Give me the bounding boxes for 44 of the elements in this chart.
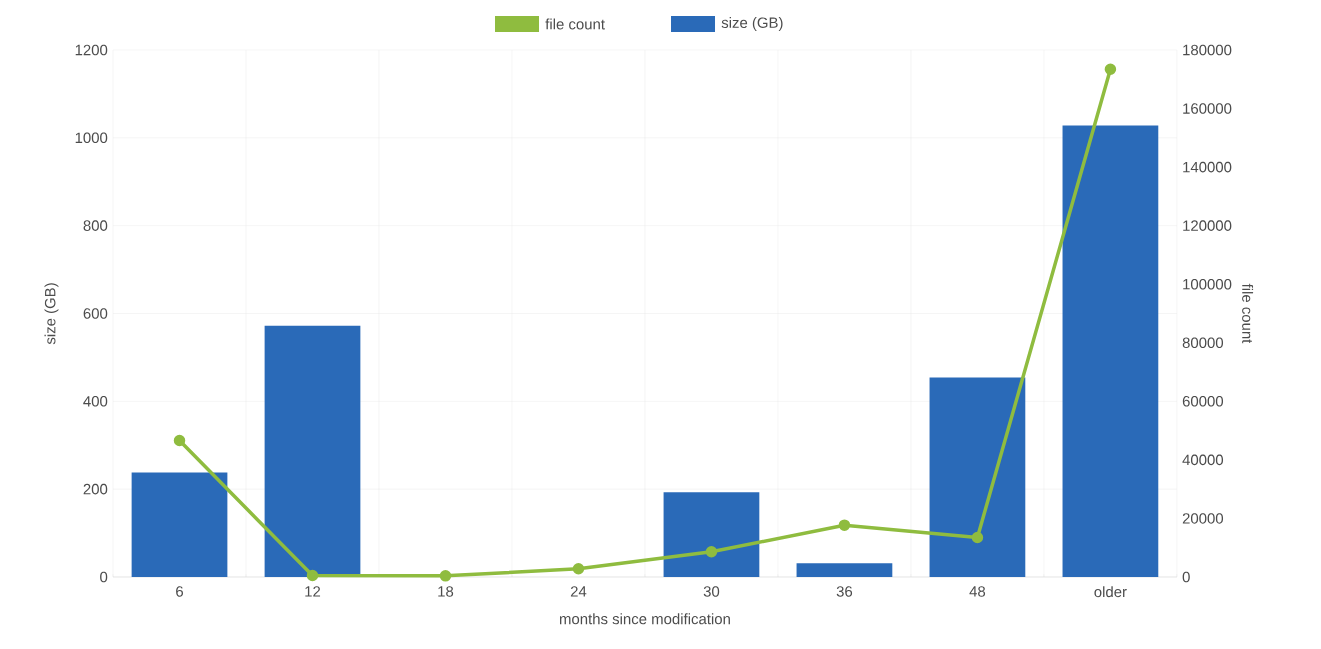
bar [663,492,760,577]
x-tick-label: 48 [969,586,986,597]
legend-label: size (GB) [721,17,783,31]
y2-tick-label: 120000 [1183,220,1232,231]
point [572,563,585,575]
y-tick-label: 600 [83,308,108,319]
y2-tick-label: 140000 [1183,161,1232,173]
bar [1062,125,1159,577]
y-tick-label: 1000 [75,132,108,144]
y-tick-label: 200 [83,483,108,495]
y2-tick-label: 40000 [1182,454,1224,466]
point [838,519,851,531]
legend-label: file count [545,18,605,30]
x-axis-title: months since modification [559,613,730,625]
x-tick-label: 36 [836,586,853,597]
y-tick-label: 800 [83,220,108,231]
bar [796,563,893,577]
x-tick-label: 6 [176,586,184,597]
point [705,546,718,558]
y2-tick-label: 160000 [1183,103,1232,114]
x-tick-label: 12 [305,586,321,597]
x-tick-label: older [1094,586,1127,598]
x-tick-label: 30 [703,586,720,597]
y-tick-label: 1200 [75,44,108,56]
point [1104,63,1117,76]
y2-tick-label: 0 [1182,571,1190,583]
x-tick-label: 24 [570,586,587,597]
y-axis-title: size (GB) [44,283,59,345]
y2-tick-label: 180000 [1183,44,1232,56]
y2-tick-label: 100000 [1183,278,1232,290]
point [306,569,319,582]
y2-axis-title: file count [1242,283,1254,344]
y2-tick-label: 60000 [1182,396,1224,407]
point [173,434,186,447]
bar [131,472,228,577]
bar [264,325,361,577]
bar [929,377,1026,577]
x-tick-label: 18 [438,586,454,597]
point [971,531,984,544]
y2-tick-label: 80000 [1182,337,1224,349]
y-tick-label: 0 [100,571,108,583]
point [439,570,452,582]
y-tick-label: 400 [83,396,108,407]
y2-tick-label: 20000 [1182,513,1224,524]
